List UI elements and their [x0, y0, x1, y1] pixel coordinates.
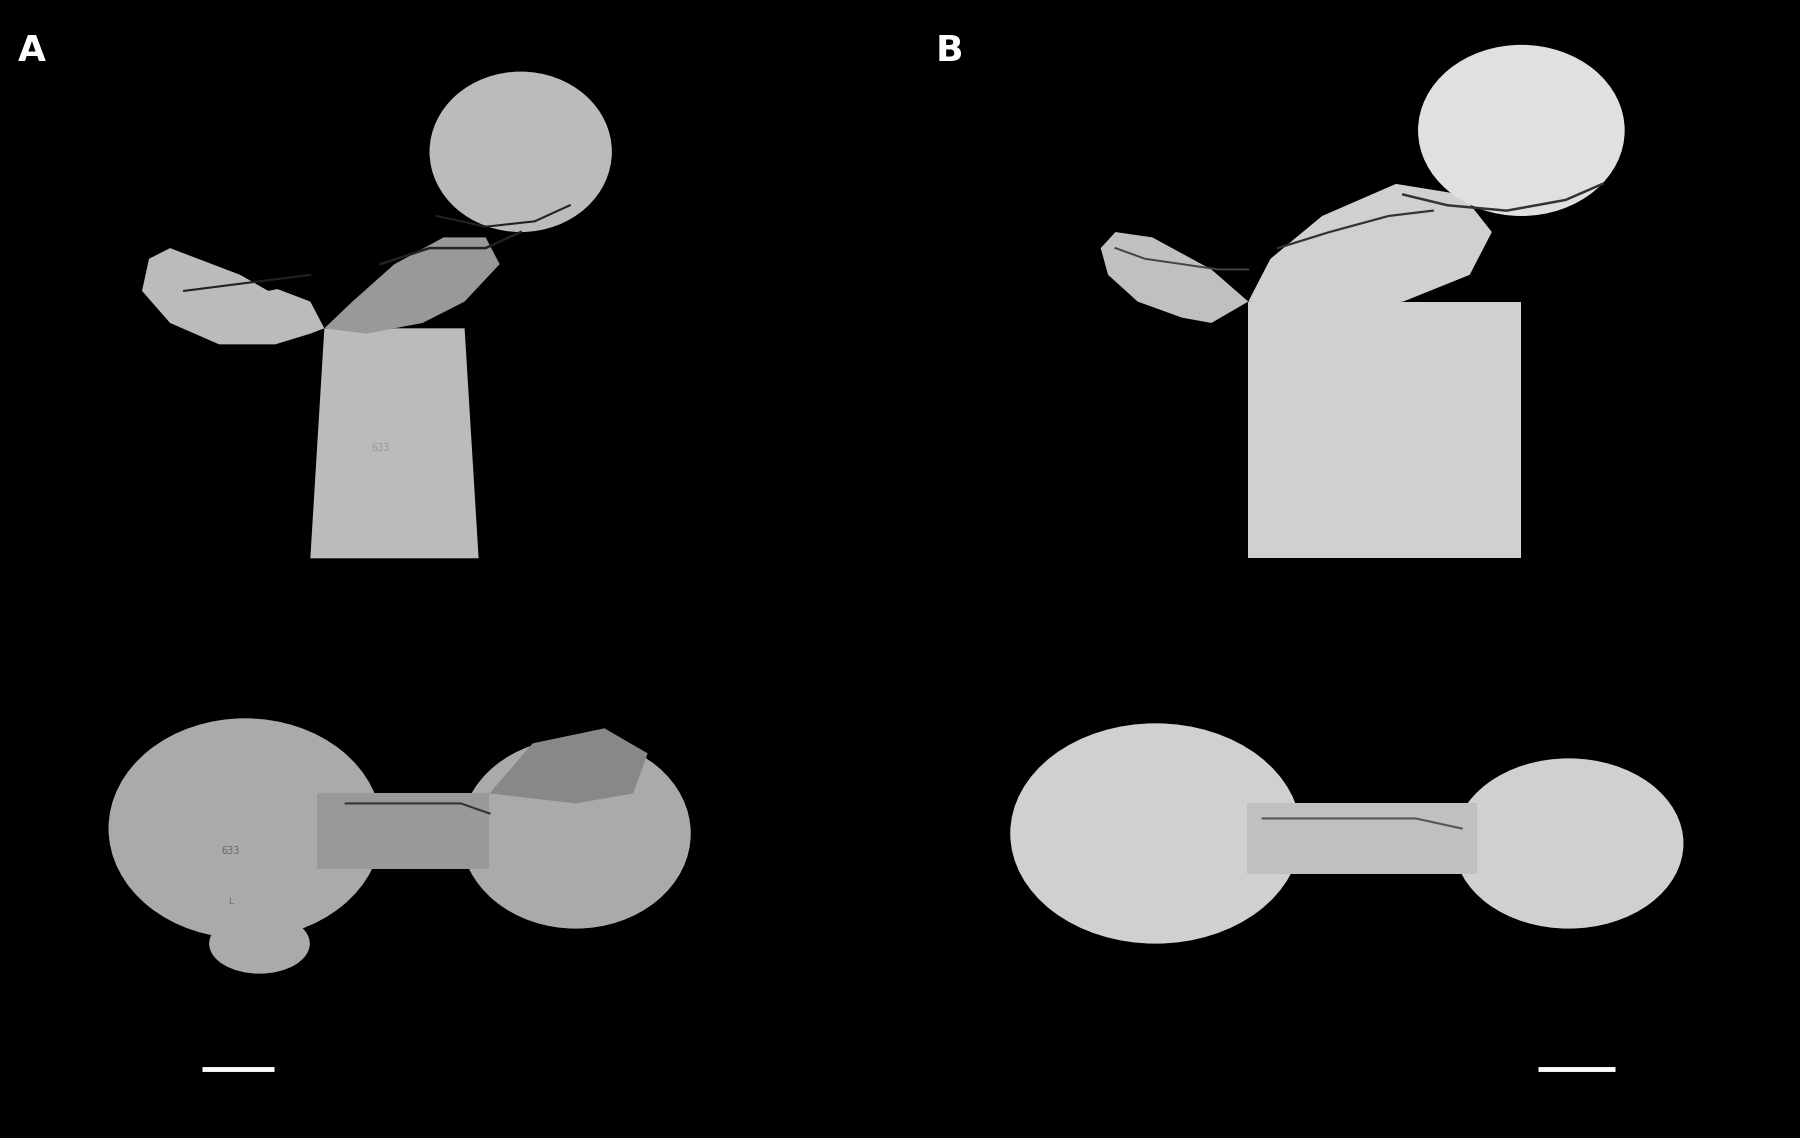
Text: 633: 633	[371, 444, 389, 453]
Polygon shape	[1247, 803, 1476, 874]
Text: A: A	[18, 34, 45, 68]
Ellipse shape	[108, 718, 382, 939]
Ellipse shape	[430, 72, 612, 232]
Polygon shape	[310, 328, 479, 559]
Ellipse shape	[1010, 724, 1301, 943]
Text: B: B	[936, 34, 963, 68]
Text: 633: 633	[221, 846, 239, 856]
Polygon shape	[1249, 302, 1521, 559]
Ellipse shape	[1418, 44, 1625, 216]
Polygon shape	[324, 238, 500, 333]
Ellipse shape	[461, 739, 691, 929]
Ellipse shape	[1454, 758, 1683, 929]
Polygon shape	[317, 793, 490, 868]
Polygon shape	[239, 248, 310, 291]
Polygon shape	[1102, 232, 1249, 323]
Polygon shape	[1249, 184, 1492, 312]
Ellipse shape	[209, 914, 310, 974]
Polygon shape	[142, 248, 324, 345]
Polygon shape	[490, 728, 648, 803]
Polygon shape	[1211, 221, 1271, 275]
Text: L: L	[229, 897, 232, 906]
